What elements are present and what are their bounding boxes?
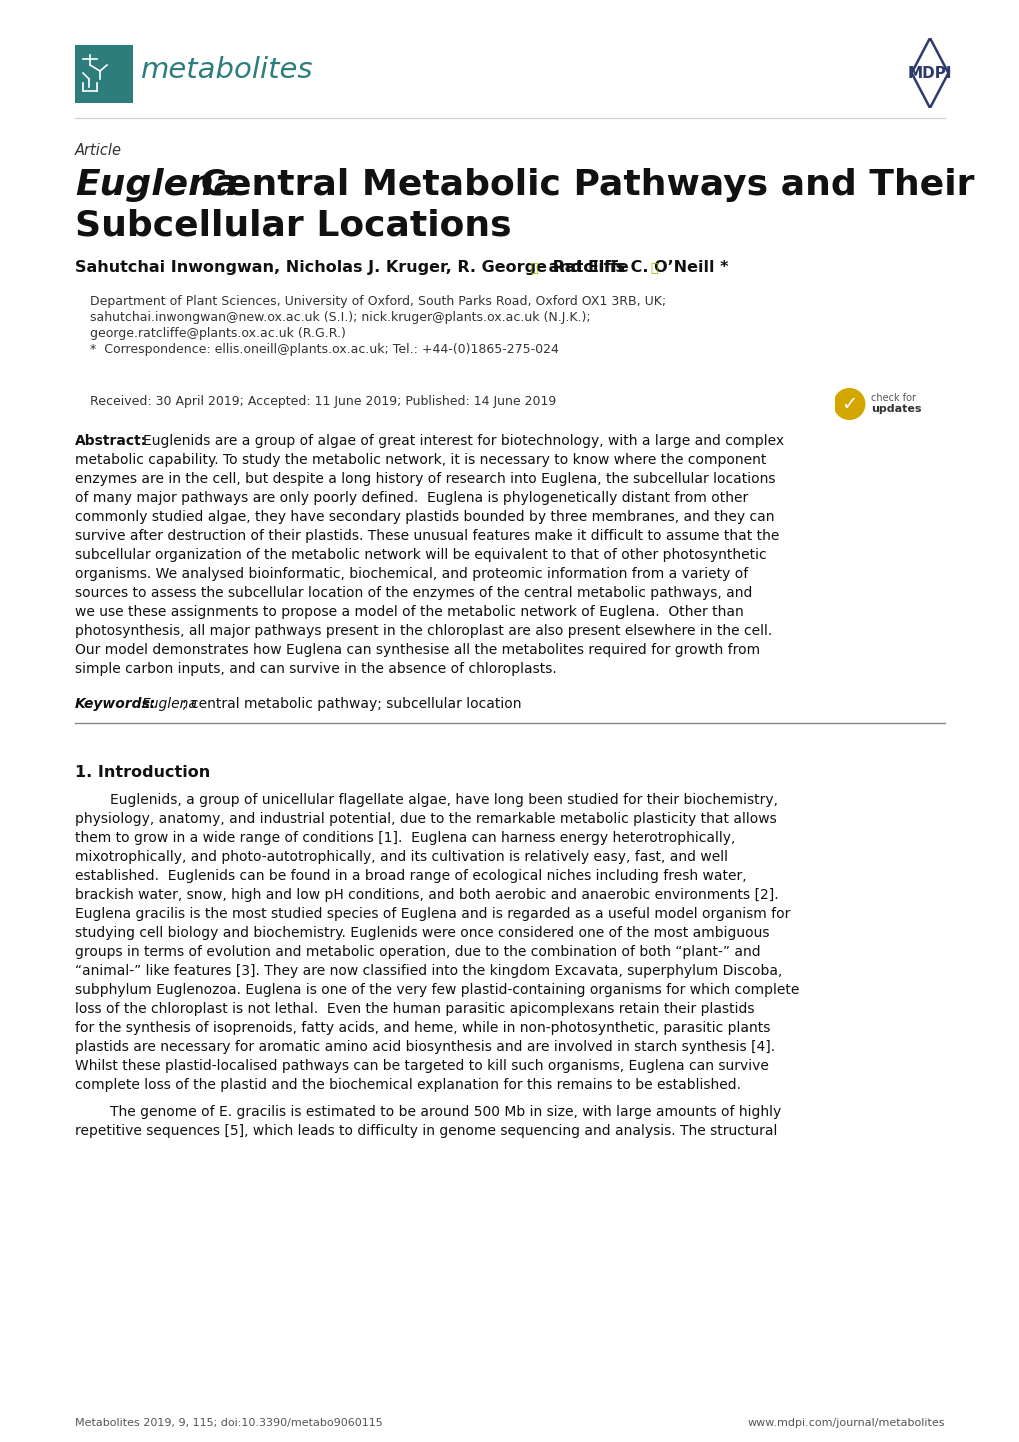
Text: check for: check for	[870, 394, 915, 402]
Text: ✓: ✓	[841, 395, 857, 414]
Text: groups in terms of evolution and metabolic operation, due to the combination of : groups in terms of evolution and metabol…	[75, 945, 760, 959]
Text: Keywords:: Keywords:	[75, 696, 156, 711]
Text: Article: Article	[75, 143, 122, 159]
Text: repetitive sequences [5], which leads to difficulty in genome sequencing and ana: repetitive sequences [5], which leads to…	[75, 1123, 776, 1138]
Text: established.  Euglenids can be found in a broad range of ecological niches inclu: established. Euglenids can be found in a…	[75, 870, 746, 883]
Text: subcellular organization of the metabolic network will be equivalent to that of : subcellular organization of the metaboli…	[75, 548, 766, 562]
Text: Euglena gracilis is the most studied species of Euglena and is regarded as a use: Euglena gracilis is the most studied spe…	[75, 907, 790, 921]
Text: george.ratcliffe@plants.ox.ac.uk (R.G.R.): george.ratcliffe@plants.ox.ac.uk (R.G.R.…	[90, 327, 345, 340]
Text: Central Metabolic Pathways and Their: Central Metabolic Pathways and Their	[187, 169, 973, 202]
Text: and Ellis C. O’Neill *: and Ellis C. O’Neill *	[542, 260, 728, 275]
Text: subphylum Euglenozoa. Euglena is one of the very few plastid-containing organism: subphylum Euglenozoa. Euglena is one of …	[75, 983, 799, 996]
Text: *  Correspondence: ellis.oneill@plants.ox.ac.uk; Tel.: +44-(0)1865-275-024: * Correspondence: ellis.oneill@plants.ox…	[90, 343, 558, 356]
Text: Ⓘ: Ⓘ	[649, 261, 657, 274]
Text: mixotrophically, and photo-autotrophically, and its cultivation is relatively ea: mixotrophically, and photo-autotrophical…	[75, 849, 728, 864]
Text: Our model demonstrates how Euglena can synthesise all the metabolites required f: Our model demonstrates how Euglena can s…	[75, 643, 759, 658]
Text: Abstract:: Abstract:	[75, 434, 147, 448]
Text: studying cell biology and biochemistry. Euglenids were once considered one of th: studying cell biology and biochemistry. …	[75, 926, 768, 940]
Text: metabolic capability. To study the metabolic network, it is necessary to know wh: metabolic capability. To study the metab…	[75, 453, 765, 467]
FancyBboxPatch shape	[75, 45, 132, 102]
Circle shape	[834, 389, 864, 420]
Text: brackish water, snow, high and low pH conditions, and both aerobic and anaerobic: brackish water, snow, high and low pH co…	[75, 888, 777, 903]
Text: 1. Introduction: 1. Introduction	[75, 766, 210, 780]
Text: ; central metabolic pathway; subcellular location: ; central metabolic pathway; subcellular…	[181, 696, 521, 711]
Text: simple carbon inputs, and can survive in the absence of chloroplasts.: simple carbon inputs, and can survive in…	[75, 662, 556, 676]
Text: survive after destruction of their plastids. These unusual features make it diff: survive after destruction of their plast…	[75, 529, 779, 544]
Text: updates: updates	[870, 404, 920, 414]
Text: Whilst these plastid-localised pathways can be targeted to kill such organisms, : Whilst these plastid-localised pathways …	[75, 1058, 768, 1073]
Text: Department of Plant Sciences, University of Oxford, South Parks Road, Oxford OX1: Department of Plant Sciences, University…	[90, 296, 665, 309]
Text: for the synthesis of isoprenoids, fatty acids, and heme, while in non-photosynth: for the synthesis of isoprenoids, fatty …	[75, 1021, 769, 1035]
Text: Euglena: Euglena	[142, 696, 198, 711]
Text: metabolites: metabolites	[141, 56, 313, 84]
Text: commonly studied algae, they have secondary plastids bounded by three membranes,: commonly studied algae, they have second…	[75, 510, 773, 523]
Text: organisms. We analysed bioinformatic, biochemical, and proteomic information fro: organisms. We analysed bioinformatic, bi…	[75, 567, 748, 581]
Text: enzymes are in the cell, but despite a long history of research into Euglena, th: enzymes are in the cell, but despite a l…	[75, 472, 774, 486]
Text: Euglena: Euglena	[75, 169, 238, 202]
Text: MDPI: MDPI	[907, 65, 952, 81]
Text: “animal-” like features [3]. They are now classified into the kingdom Excavata, : “animal-” like features [3]. They are no…	[75, 965, 782, 978]
Text: Metabolites 2019, 9, 115; doi:10.3390/metabo9060115: Metabolites 2019, 9, 115; doi:10.3390/me…	[75, 1417, 382, 1428]
Text: complete loss of the plastid and the biochemical explanation for this remains to: complete loss of the plastid and the bio…	[75, 1079, 740, 1092]
Text: Received: 30 April 2019; Accepted: 11 June 2019; Published: 14 June 2019: Received: 30 April 2019; Accepted: 11 Ju…	[90, 395, 555, 408]
Text: sahutchai.inwongwan@new.ox.ac.uk (S.I.); nick.kruger@plants.ox.ac.uk (N.J.K.);: sahutchai.inwongwan@new.ox.ac.uk (S.I.);…	[90, 311, 590, 324]
Text: loss of the chloroplast is not lethal.  Even the human parasitic apicomplexans r: loss of the chloroplast is not lethal. E…	[75, 1002, 754, 1017]
Text: we use these assignments to propose a model of the metabolic network of Euglena.: we use these assignments to propose a mo…	[75, 606, 743, 619]
Text: Euglenids are a group of algae of great interest for biotechnology, with a large: Euglenids are a group of algae of great …	[143, 434, 784, 448]
Text: photosynthesis, all major pathways present in the chloroplast are also present e: photosynthesis, all major pathways prese…	[75, 624, 771, 637]
Text: Euglenids, a group of unicellular flagellate algae, have long been studied for t: Euglenids, a group of unicellular flagel…	[75, 793, 777, 808]
Text: them to grow in a wide range of conditions [1].  Euglena can harness energy hete: them to grow in a wide range of conditio…	[75, 831, 735, 845]
Text: plastids are necessary for aromatic amino acid biosynthesis and are involved in : plastids are necessary for aromatic amin…	[75, 1040, 774, 1054]
Text: www.mdpi.com/journal/metabolites: www.mdpi.com/journal/metabolites	[747, 1417, 944, 1428]
Text: of many major pathways are only poorly defined.  Euglena is phylogenetically dis: of many major pathways are only poorly d…	[75, 490, 748, 505]
Text: Sahutchai Inwongwan, Nicholas J. Kruger, R. George Ratcliffe: Sahutchai Inwongwan, Nicholas J. Kruger,…	[75, 260, 628, 275]
Text: Subcellular Locations: Subcellular Locations	[75, 208, 512, 242]
Text: sources to assess the subcellular location of the enzymes of the central metabol: sources to assess the subcellular locati…	[75, 585, 752, 600]
Text: Ⓘ: Ⓘ	[530, 261, 537, 274]
Text: physiology, anatomy, and industrial potential, due to the remarkable metabolic p: physiology, anatomy, and industrial pote…	[75, 812, 776, 826]
Text: The genome of E. gracilis is estimated to be around 500 Mb in size, with large a: The genome of E. gracilis is estimated t…	[75, 1105, 781, 1119]
